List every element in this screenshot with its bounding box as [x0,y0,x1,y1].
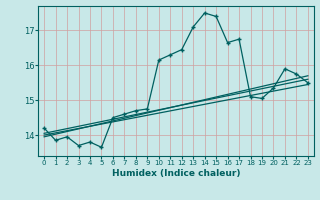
X-axis label: Humidex (Indice chaleur): Humidex (Indice chaleur) [112,169,240,178]
